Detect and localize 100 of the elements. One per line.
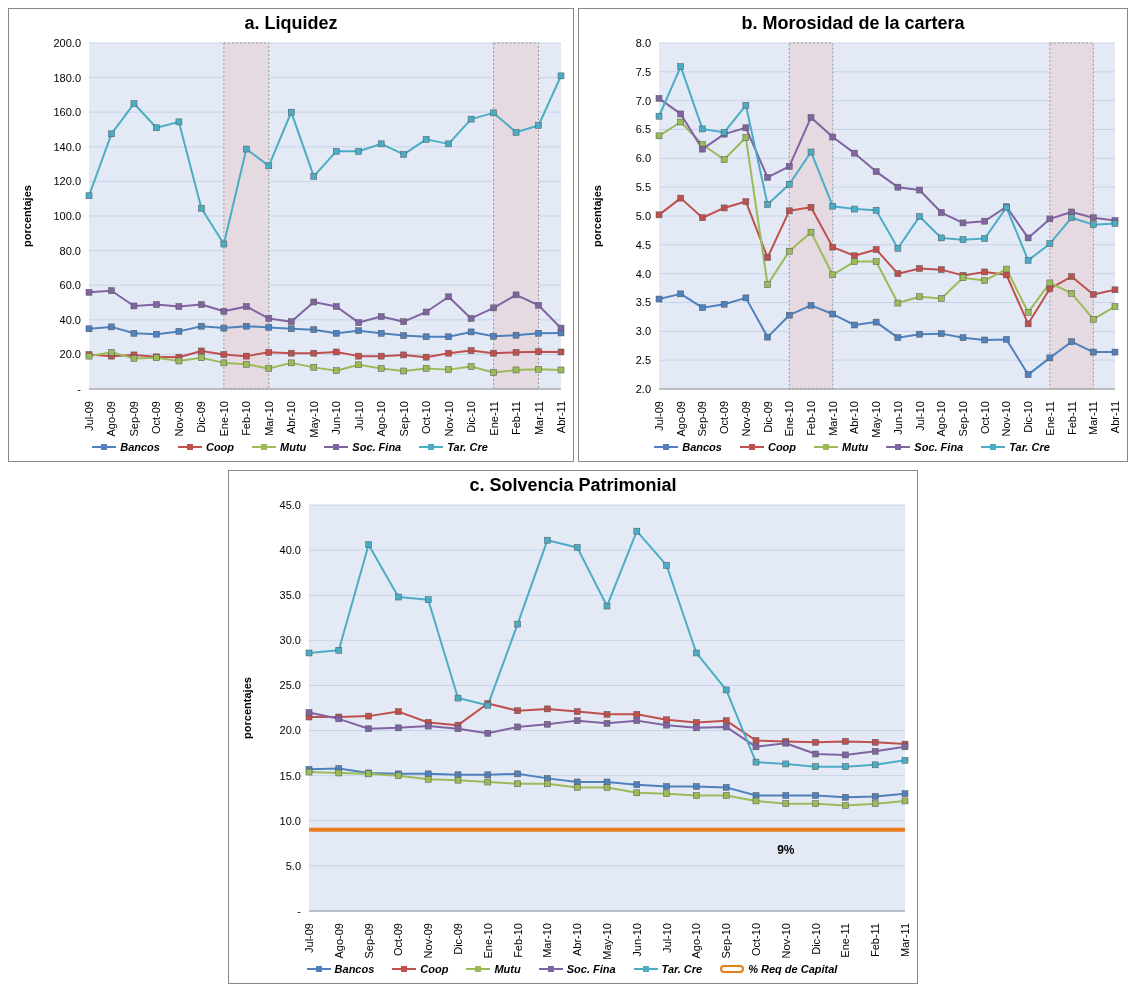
x-tick-label: Jun-10 xyxy=(330,401,343,435)
legend-label: Mutu xyxy=(280,441,307,453)
x-tick-label: Ago-09 xyxy=(105,401,118,437)
y-tick-label: 200.0 xyxy=(53,36,81,49)
x-tick-label: Oct-10 xyxy=(420,401,433,435)
x-tick-label: Sep-09 xyxy=(127,401,140,437)
y-tick-label: 35.0 xyxy=(279,589,301,602)
y-tick-label: 40.0 xyxy=(279,544,301,557)
x-tick-label: Dic-10 xyxy=(465,401,478,433)
y-tick-label: 100.0 xyxy=(53,209,81,222)
y-axis-title: porcentajes xyxy=(240,677,253,739)
x-tick-label: Abr-11 xyxy=(1109,401,1121,434)
x-tick-label: Nov-09 xyxy=(172,401,185,437)
x-tick-label: Ene-10 xyxy=(481,923,494,959)
x-tick-label: Jul-10 xyxy=(913,401,926,431)
x-tick-label: Nov-09 xyxy=(739,401,752,437)
chart-title: a. Liquidez xyxy=(243,12,339,35)
x-tick-label: Feb-11 xyxy=(869,923,882,958)
legend-label: % Req de Capital xyxy=(748,963,838,975)
x-tick-label: Mar-10 xyxy=(826,401,839,436)
y-tick-label: 160.0 xyxy=(53,106,81,119)
legend-label: Tar. Cre xyxy=(661,963,703,975)
y-tick-label: 140.0 xyxy=(53,140,81,153)
y-tick-label: 7.0 xyxy=(635,94,651,107)
y-tick-label: 120.0 xyxy=(53,175,81,188)
y-tick-label: 5.0 xyxy=(635,209,651,222)
x-tick-label: Ene-10 xyxy=(217,401,230,437)
x-tick-label: Oct-09 xyxy=(392,923,405,957)
x-tick-label: Jul-09 xyxy=(83,401,95,431)
x-tick-label: Oct-10 xyxy=(750,923,762,957)
legend-label: Mutu xyxy=(842,441,869,453)
y-tick-label: 45.0 xyxy=(279,498,301,511)
y-axis-title: porcentajes xyxy=(20,185,33,247)
x-tick-label: Ene-10 xyxy=(783,401,796,437)
chart-title: c. Solvencia Patrimonial xyxy=(468,474,678,497)
x-tick-label: Ago-10 xyxy=(690,923,703,959)
x-tick-label: Jul-09 xyxy=(303,923,315,953)
x-tick-label: Ene-11 xyxy=(1043,401,1056,436)
y-tick-label: 7.5 xyxy=(635,65,651,78)
legend-label: Bancos xyxy=(334,963,375,975)
legend-label: Coop xyxy=(767,441,797,453)
x-tick-label: Mar-10 xyxy=(262,401,275,436)
legend-label: Soc. Fina xyxy=(914,441,964,453)
y-tick-label: 25.0 xyxy=(279,679,301,692)
legend-label: Coop xyxy=(205,441,235,453)
y-tick-label: 40.0 xyxy=(59,313,81,326)
x-tick-label: Oct-09 xyxy=(718,401,731,435)
x-tick-label: Mar-11 xyxy=(1087,401,1100,436)
legend-label: Soc. Fina xyxy=(566,963,616,975)
x-tick-label: Ene-11 xyxy=(487,401,500,436)
x-tick-label: Abr-10 xyxy=(571,923,584,957)
x-tick-label: Ago-09 xyxy=(674,401,687,437)
y-tick-label: 15.0 xyxy=(279,769,301,782)
y-tick-label: 10.0 xyxy=(279,814,301,827)
annotation: 9% xyxy=(777,843,795,858)
y-tick-label: 20.0 xyxy=(59,348,81,361)
x-tick-label: Jul-10 xyxy=(660,923,673,953)
x-tick-label: Nov-10 xyxy=(442,401,455,437)
legend-label: Soc. Fina xyxy=(352,441,402,453)
legend-label: Tar. Cre xyxy=(1009,441,1050,453)
y-axis-title: porcentajes xyxy=(590,185,603,247)
x-tick-label: Jun-10 xyxy=(630,923,643,957)
y-tick-label: 5.5 xyxy=(635,181,651,194)
y-tick-label: 3.0 xyxy=(635,325,651,338)
y-tick-label: 3.5 xyxy=(635,296,651,309)
x-tick-label: Oct-09 xyxy=(150,401,163,435)
y-tick-label: 2.5 xyxy=(635,354,651,367)
x-tick-label: Sep-10 xyxy=(957,401,969,437)
y-tick-label: 5.0 xyxy=(285,859,301,872)
x-tick-label: Jun-10 xyxy=(891,401,904,435)
x-tick-label: May-10 xyxy=(870,401,883,438)
x-tick-label: Oct-10 xyxy=(978,401,991,435)
y-tick-label: 30.0 xyxy=(279,634,301,647)
x-tick-label: Mar-10 xyxy=(541,923,554,958)
legend-label: Mutu xyxy=(494,963,521,975)
x-tick-label: Ene-11 xyxy=(839,923,852,958)
x-tick-label: Sep-09 xyxy=(362,923,375,959)
x-tick-label: Mar-11 xyxy=(532,401,545,436)
y-tick-label: 6.0 xyxy=(635,152,651,165)
y-tick-label: 60.0 xyxy=(59,279,81,292)
x-tick-label: Feb-10 xyxy=(511,923,524,958)
legend-label: Tar. Cre xyxy=(447,441,488,453)
x-tick-label: Feb-10 xyxy=(805,401,817,436)
x-tick-label: Ago-10 xyxy=(935,401,948,437)
legend-label: Bancos xyxy=(120,441,160,453)
y-tick-label: - xyxy=(297,904,302,917)
x-tick-label: Abr-10 xyxy=(848,401,861,435)
y-tick-label: 2.0 xyxy=(635,382,651,395)
x-tick-label: Jul-09 xyxy=(653,401,665,431)
y-tick-label: 6.5 xyxy=(635,123,651,136)
x-tick-label: Abr-11 xyxy=(555,401,567,434)
x-tick-label: May-10 xyxy=(601,923,613,960)
x-tick-label: Sep-10 xyxy=(397,401,410,437)
y-tick-label: 20.0 xyxy=(279,724,301,737)
x-tick-label: Nov-10 xyxy=(779,923,792,959)
legend-label: Bancos xyxy=(682,441,722,453)
y-tick-label: 4.0 xyxy=(635,267,651,280)
x-tick-label: Sep-10 xyxy=(720,923,733,959)
x-tick-label: Dic-09 xyxy=(195,401,208,433)
x-tick-label: Nov-09 xyxy=(422,923,435,959)
